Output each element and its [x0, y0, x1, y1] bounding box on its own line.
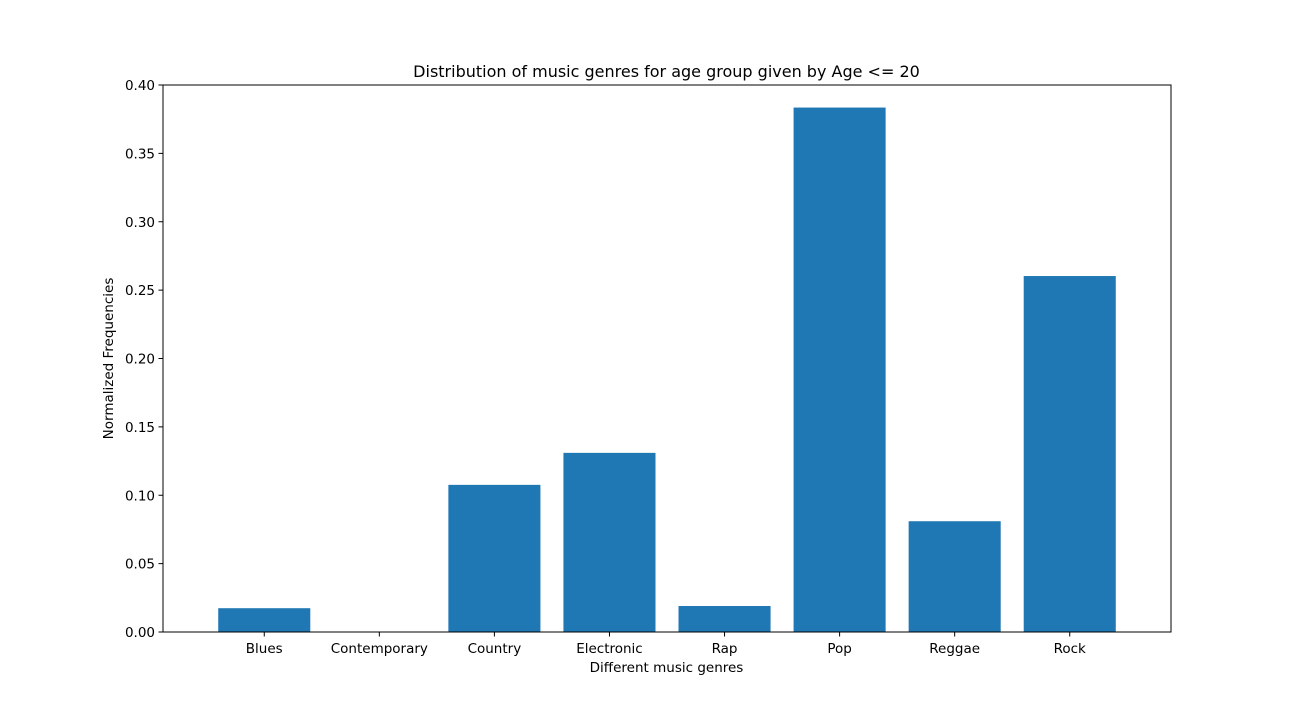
- bar-electronic: [563, 452, 656, 632]
- x-tick-label: Country: [468, 641, 522, 657]
- bar-blues: [218, 608, 311, 632]
- y-axis-label: Normalized Frequencies: [101, 278, 117, 440]
- plot-frame: [162, 84, 1172, 633]
- bar-rap: [678, 606, 771, 632]
- y-tick-label: 0.30: [125, 215, 155, 231]
- y-tick-label: 0.35: [125, 146, 155, 162]
- bar-pop: [793, 107, 886, 633]
- bars-group: [218, 107, 1116, 633]
- y-tick-label: 0.40: [125, 78, 155, 94]
- x-axis-ticks: Blues Contemporary Country Electronic Rap Pop…: [246, 632, 1086, 657]
- x-tick-label: Rap: [712, 641, 738, 657]
- bar-country: [448, 484, 541, 632]
- x-tick-label: Pop: [827, 641, 852, 657]
- bar-rock: [1023, 276, 1116, 632]
- x-tick-label: Contemporary: [331, 641, 428, 657]
- y-tick-label: 0.20: [125, 352, 155, 368]
- y-tick-label: 0.15: [125, 420, 155, 436]
- x-tick-label: Rock: [1054, 641, 1086, 657]
- y-tick-label: 0.05: [125, 557, 155, 573]
- bar-reggae: [908, 521, 1001, 632]
- y-tick-label: 0.00: [125, 625, 155, 641]
- x-tick-label: Reggae: [929, 641, 980, 657]
- x-axis-label: Different music genres: [590, 660, 744, 676]
- y-tick-label: 0.10: [125, 488, 155, 504]
- x-tick-label: Blues: [246, 641, 283, 657]
- y-axis-ticks: 0.00 0.05 0.10 0.15 0.20 0.25 0.30 0.35 0.40: [125, 78, 163, 641]
- chart-title: Distribution of music genres for age gro…: [413, 62, 920, 81]
- y-tick-label: 0.25: [125, 283, 155, 299]
- x-tick-label: Electronic: [576, 641, 643, 657]
